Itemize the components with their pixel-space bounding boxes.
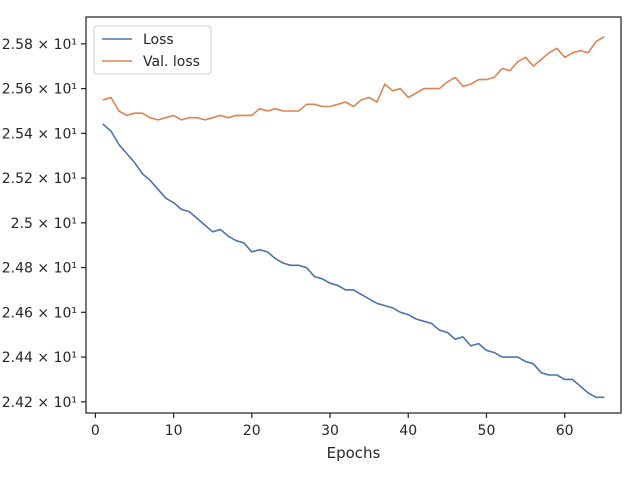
y-tick-label: 2.42 × 10¹ xyxy=(2,395,77,411)
y-axis-ticks: 2.42 × 10¹ 2.44 × 10¹ 2.46 × 10¹ 2.48 × 10¹… xyxy=(2,37,86,411)
y-tick-label: 2.44 × 10¹ xyxy=(2,350,77,366)
y-tick-label: 2.52 × 10¹ xyxy=(2,171,77,187)
y-tick-label: 2.46 × 10¹ xyxy=(2,305,77,321)
legend-label-loss: Loss xyxy=(143,32,174,48)
legend-label-val-loss: Val. loss xyxy=(143,54,200,70)
y-tick-label: 2.56 × 10¹ xyxy=(2,82,77,98)
x-tick-label: 40 xyxy=(399,423,417,439)
legend: Loss Val. loss xyxy=(93,25,212,75)
x-tick-label: 50 xyxy=(478,423,496,439)
x-tick-label: 0 xyxy=(91,423,100,439)
x-tick-label: 10 xyxy=(165,423,183,439)
x-tick-label: 30 xyxy=(321,423,339,439)
series-layer xyxy=(102,36,605,399)
x-axis-ticks: 0 10 20 30 40 50 60 xyxy=(91,413,574,439)
y-tick-label: 2.54 × 10¹ xyxy=(2,126,77,142)
series-line-loss xyxy=(102,123,605,399)
x-axis-label: Epochs xyxy=(327,444,381,462)
y-tick-label: 2.58 × 10¹ xyxy=(2,37,77,53)
plot-frame xyxy=(85,16,622,414)
x-tick-label: 20 xyxy=(243,423,261,439)
legend-frame xyxy=(93,25,212,75)
y-tick-label: 2.48 × 10¹ xyxy=(2,261,77,277)
y-tick-label: 2.5 × 10¹ xyxy=(11,216,77,232)
series-line-val-loss xyxy=(102,36,605,121)
x-tick-label: 60 xyxy=(556,423,574,439)
